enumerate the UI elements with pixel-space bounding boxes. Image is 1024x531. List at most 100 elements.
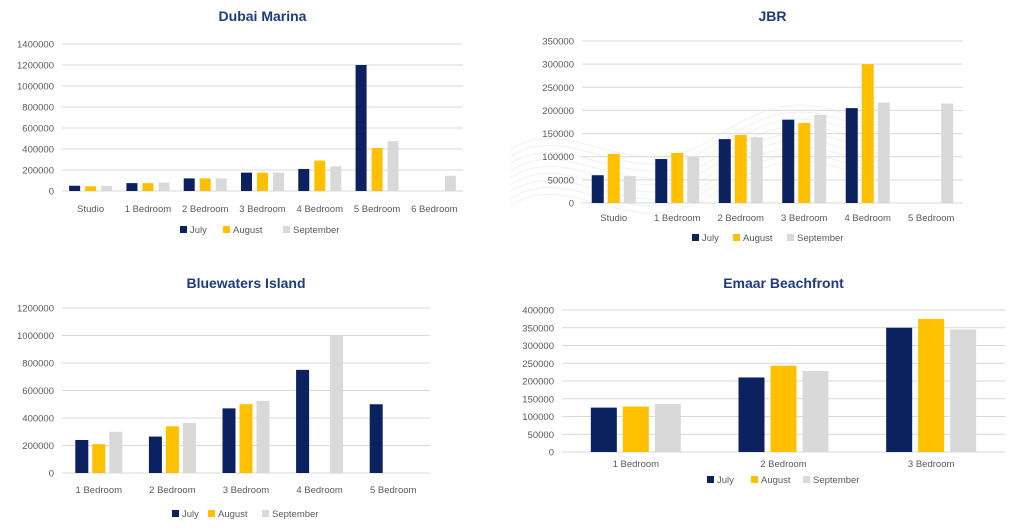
legend-swatch-august [208, 510, 215, 517]
bar-september-2-bedroom [215, 178, 227, 191]
y-tick-label: 200000 [522, 377, 554, 388]
bar-july-3-bedroom [782, 119, 795, 203]
legend-swatch-september [787, 234, 794, 241]
x-tick-label: 5 Bedroom [354, 204, 401, 215]
legend-swatch-july [707, 476, 714, 483]
bar-august-2-bedroom [770, 365, 797, 452]
x-tick-label: 2 Bedroom [149, 485, 196, 496]
y-tick-label: 200000 [542, 106, 574, 117]
legend-swatch-september [262, 510, 269, 517]
legend-label-august: August [218, 509, 248, 520]
legend-label-august: August [743, 233, 773, 244]
y-tick-label: 1400000 [17, 40, 54, 51]
bar-september-5-bedroom [941, 103, 954, 203]
legend-swatch-september [283, 226, 290, 233]
bar-july-1-bedroom [126, 183, 138, 191]
x-tick-label: 5 Bedroom [908, 213, 955, 224]
legend-label-august: August [761, 475, 791, 486]
bar-august-2-bedroom [199, 178, 211, 191]
x-tick-label: 1 Bedroom [76, 485, 123, 496]
y-tick-label: 150000 [542, 129, 574, 140]
bar-july-3-bedroom [241, 172, 252, 191]
chart-panel-jbr: JBR 0 50000 100000 150000 200000 250000 300000 3… [510, 0, 1024, 262]
y-tick-label: 100000 [542, 152, 574, 163]
y-tick-label: 300000 [522, 341, 554, 352]
bar-july-2-bedroom [718, 139, 731, 203]
bar-august-3-bedroom [918, 318, 945, 452]
legend-label-august: August [233, 225, 263, 236]
x-tick-label: 5 Bedroom [370, 485, 417, 496]
chart-panel-dubai-marina: Dubai Marina 0 200000 400000 600000 800000 100… [0, 0, 520, 262]
chart-panel-bluewaters-island: Bluewaters Island 0 200000 400000 600000 8000… [0, 268, 500, 531]
legend-label-september: September [272, 509, 318, 520]
bar-july-4-bedroom [845, 108, 858, 203]
legend-swatch-july [172, 510, 179, 517]
bar-august-2-bedroom [734, 134, 747, 203]
x-tick-label: 3 Bedroom [908, 459, 955, 470]
bar-july-2-bedroom [183, 178, 195, 191]
chart-dubai-marina: Dubai Marina 0 200000 400000 600000 800000 100… [17, 8, 463, 236]
chart-title: Emaar Beachfront [723, 275, 844, 291]
bar-august-5-bedroom [371, 147, 383, 191]
x-tick-label: 3 Bedroom [781, 213, 828, 224]
x-tick-label: Studio [600, 213, 627, 224]
bar-july-2-bedroom [738, 377, 765, 452]
y-tick-label: 800000 [22, 103, 54, 114]
bar-july-5-bedroom [355, 65, 367, 191]
y-tick-label: 250000 [542, 83, 574, 94]
y-tick-label: 600000 [22, 386, 54, 397]
y-tick-label: 0 [549, 448, 554, 459]
x-tick-label: 3 Bedroom [239, 204, 286, 215]
x-tick-label: Studio [77, 204, 104, 215]
bar-september-4-bedroom [877, 102, 890, 203]
bar-august-3-bedroom [798, 122, 811, 203]
bar-september-6-bedroom [444, 175, 456, 191]
chart-title: Bluewaters Island [186, 275, 305, 291]
bar-july-4-bedroom [298, 168, 310, 191]
chart-emaar-beachfront: Emaar Beachfront 0 50000 100000 150000 200000… [522, 275, 1005, 486]
x-tick-label: 4 Bedroom [845, 213, 892, 224]
chart-bluewaters-island: Bluewaters Island 0 200000 400000 600000 8000… [17, 275, 430, 520]
y-tick-label: 150000 [522, 394, 554, 405]
bar-september-1-bedroom [109, 431, 123, 473]
bar-september-4-bedroom [330, 166, 342, 191]
bar-september-studio [623, 176, 636, 203]
bar-july-3-bedroom [886, 327, 913, 452]
bar-august-4-bedroom [861, 64, 874, 204]
legend-swatch-july [692, 234, 699, 241]
bar-august-3-bedroom [239, 404, 253, 473]
bar-august-1-bedroom [671, 153, 684, 203]
y-tick-label: 1200000 [17, 61, 54, 72]
y-tick-label: 50000 [548, 175, 574, 186]
bar-september-1-bedroom [158, 182, 170, 191]
y-tick-label: 200000 [22, 441, 54, 452]
y-tick-label: 1000000 [17, 331, 54, 342]
y-tick-label: 0 [569, 199, 574, 210]
bar-september-2-bedroom [750, 137, 763, 203]
legend-swatch-july [180, 226, 187, 233]
bar-august-2-bedroom [165, 426, 179, 473]
x-tick-label: 1 Bedroom [613, 459, 660, 470]
bar-august-1-bedroom [142, 183, 154, 191]
bar-july-3-bedroom [222, 408, 236, 473]
bar-september-1-bedroom [687, 156, 700, 203]
y-tick-label: 50000 [528, 430, 554, 441]
legend-label-july: July [702, 233, 719, 244]
bar-september-1-bedroom [654, 404, 681, 452]
chart-title: Dubai Marina [219, 8, 307, 24]
x-tick-label: 4 Bedroom [297, 204, 344, 215]
bar-july-studio [591, 175, 604, 203]
x-tick-label: 2 Bedroom [718, 213, 765, 224]
legend-label-july: July [190, 225, 207, 236]
x-tick-label: 1 Bedroom [125, 204, 172, 215]
legend-label-september: September [797, 233, 843, 244]
bar-july-1-bedroom [655, 159, 668, 203]
bar-september-3-bedroom [814, 115, 827, 203]
y-tick-label: 400000 [22, 145, 54, 156]
legend-label-september: September [293, 225, 339, 236]
chart-title: JBR [758, 8, 786, 24]
x-tick-label: 3 Bedroom [223, 485, 270, 496]
bar-august-3-bedroom [257, 172, 268, 191]
legend-swatch-august [223, 226, 230, 233]
bar-july-2-bedroom [148, 436, 162, 473]
